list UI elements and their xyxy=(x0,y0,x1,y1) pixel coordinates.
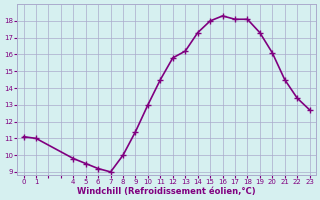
X-axis label: Windchill (Refroidissement éolien,°C): Windchill (Refroidissement éolien,°C) xyxy=(77,187,256,196)
